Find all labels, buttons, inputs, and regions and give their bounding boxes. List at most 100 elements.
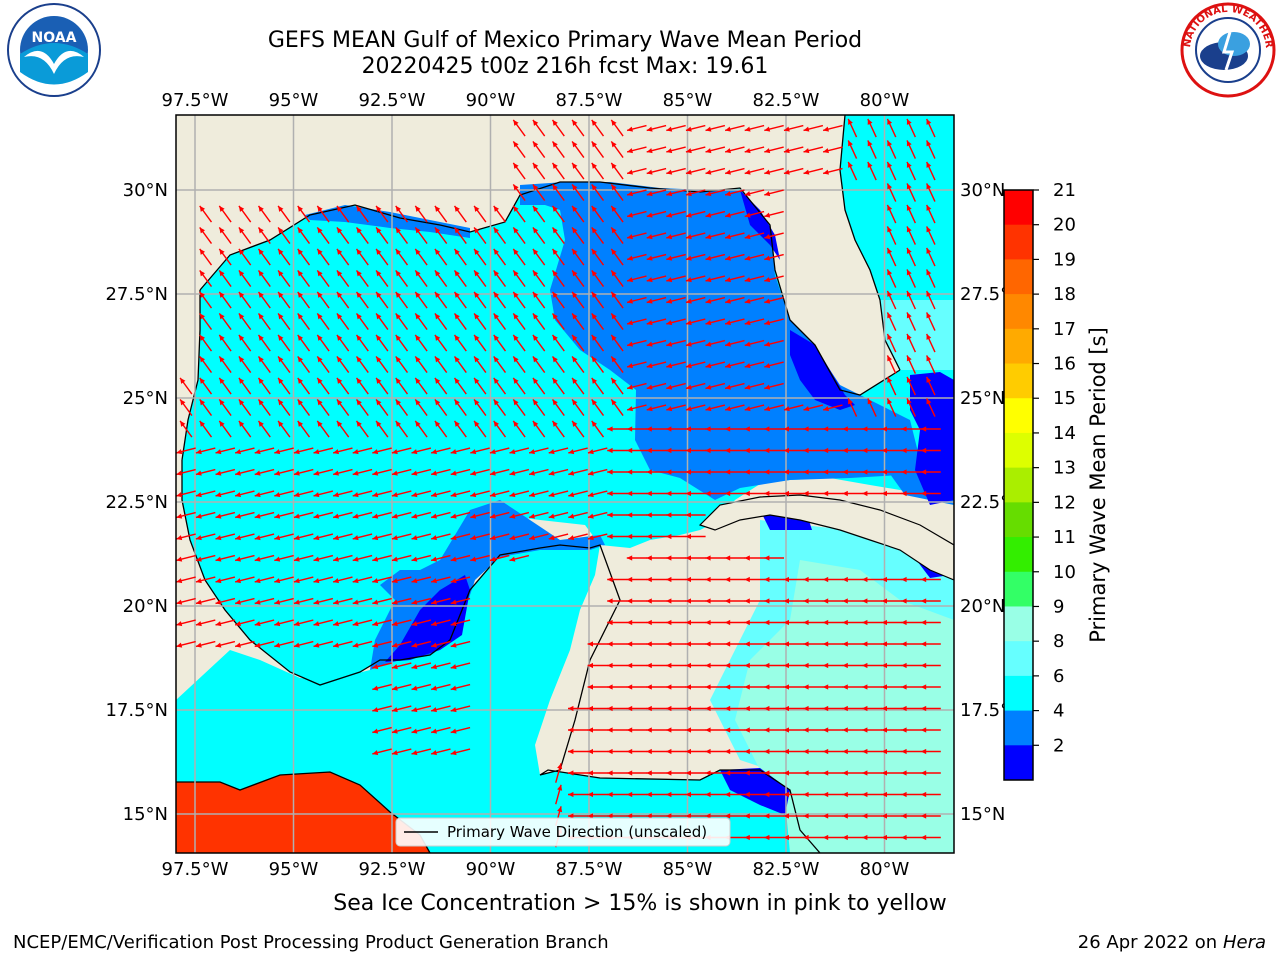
wave-arrow-head xyxy=(258,205,264,212)
wave-arrow-head xyxy=(297,270,304,277)
wave-arrow-head xyxy=(199,205,206,212)
wave-arrow-head xyxy=(317,399,323,406)
honduras-2-4 xyxy=(720,768,790,815)
wave-arrow-head xyxy=(607,705,613,712)
wave-arrow-head xyxy=(493,334,500,341)
wave-arrow-head xyxy=(744,212,751,218)
wave-arrow-head xyxy=(646,684,652,690)
wave-arrow-head xyxy=(666,212,673,218)
wave-arrow-head xyxy=(493,270,500,277)
wave-arrow-head xyxy=(431,492,437,498)
wave-arrow-head xyxy=(372,556,379,562)
longitude-tick-top: 95°W xyxy=(269,90,319,111)
wave-arrow-head xyxy=(901,834,907,841)
wave-arrow-head xyxy=(666,684,672,690)
wave-arrow-head xyxy=(395,270,402,277)
colorbar-segment xyxy=(1004,259,1033,295)
wave-arrow-head xyxy=(470,470,477,476)
wave-arrow-head xyxy=(293,492,300,498)
wave-arrow-head xyxy=(568,748,574,755)
wave-arrow-head xyxy=(552,227,558,234)
wave-arrow-head xyxy=(646,191,653,197)
wave-arrow-head xyxy=(705,791,711,798)
wave-arrow-head xyxy=(881,684,888,690)
colorbar-tick-label: 18 xyxy=(1053,284,1076,305)
wave-arrow-head xyxy=(587,727,594,733)
wave-arrow-head xyxy=(646,447,652,454)
wave-arrow-head xyxy=(219,291,225,298)
wave-arrow-head xyxy=(391,556,398,562)
wave-arrow-head xyxy=(725,191,731,197)
wave-arrow-head xyxy=(431,664,437,670)
wave-arrow-head xyxy=(215,449,222,455)
latitude-tick-left: 27.5°N xyxy=(105,284,168,305)
colorbar-segment xyxy=(1004,502,1033,538)
wave-arrow-head xyxy=(591,420,598,427)
wave-arrow-head xyxy=(724,490,731,497)
wave-arrow-head xyxy=(666,277,673,283)
wave-arrow-head xyxy=(881,791,888,798)
wave-arrow-head xyxy=(434,291,441,298)
wave-arrow-head xyxy=(372,642,379,648)
wave-arrow-head xyxy=(395,313,402,320)
wave-arrow-head xyxy=(611,399,617,406)
wave-arrow-head xyxy=(474,399,480,406)
wave-arrow-head xyxy=(646,533,652,540)
wave-arrow-head xyxy=(627,191,633,197)
wave-arrow-head xyxy=(587,748,594,755)
wave-arrow-head xyxy=(434,420,441,427)
wave-arrow-head xyxy=(235,642,241,648)
wave-arrow-head xyxy=(901,641,907,647)
wave-arrow-head xyxy=(744,191,751,197)
wave-arrow-head xyxy=(685,234,692,240)
wave-arrow-head xyxy=(607,490,613,497)
wave-arrow-head xyxy=(391,728,398,734)
wave-arrow-head xyxy=(587,513,594,519)
wave-arrow-head xyxy=(238,399,245,406)
wave-arrow-head xyxy=(278,313,284,320)
wave-arrow-head xyxy=(274,470,281,476)
wave-arrow-head xyxy=(195,535,202,541)
wave-arrow-head xyxy=(474,420,480,427)
wave-arrow-head xyxy=(238,334,245,341)
wave-arrow-head xyxy=(258,313,264,320)
wave-arrow-head xyxy=(434,205,441,212)
wave-arrow-head xyxy=(926,247,932,254)
wave-arrow-head xyxy=(822,705,829,712)
wave-arrow-head xyxy=(764,684,770,690)
wave-arrow-head xyxy=(313,535,320,541)
wave-arrow-head xyxy=(803,684,809,690)
wave-arrow-head xyxy=(744,320,751,326)
wave-arrow-head xyxy=(215,621,222,627)
wave-arrow-head xyxy=(626,641,633,647)
wave-arrow-head xyxy=(926,312,932,319)
wave-arrow-head xyxy=(685,684,692,690)
wave-arrow-head xyxy=(587,535,594,541)
wave-arrow-head xyxy=(219,356,225,363)
wave-arrow-head xyxy=(744,490,750,497)
wave-arrow-head xyxy=(862,426,868,432)
wave-arrow-head xyxy=(317,291,323,298)
wave-arrow-head xyxy=(297,356,304,363)
wave-arrow-head xyxy=(803,490,809,497)
wave-arrow-head xyxy=(764,662,770,669)
wave-arrow-head xyxy=(258,399,264,406)
longitude-tick-top: 97.5°W xyxy=(162,90,229,111)
wave-arrow-head xyxy=(532,227,539,234)
wave-arrow-head xyxy=(278,270,284,277)
latitude-tick-left: 17.5°N xyxy=(105,700,168,721)
wave-arrow-head xyxy=(376,420,382,427)
wave-arrow-head xyxy=(724,770,731,776)
wave-arrow-head xyxy=(607,791,613,798)
wave-arrow-head xyxy=(764,126,771,132)
wave-arrow-head xyxy=(862,748,868,755)
wave-arrow-head xyxy=(783,748,790,755)
wave-arrow-head xyxy=(607,813,613,819)
wave-arrow-head xyxy=(317,227,323,234)
wave-arrow-head xyxy=(725,148,731,154)
wave-arrow-head xyxy=(513,162,519,169)
wave-arrow-head xyxy=(607,727,613,733)
wave-arrow-head xyxy=(372,707,379,713)
wave-arrow-head xyxy=(568,705,574,712)
colorbar-segment xyxy=(1004,363,1033,399)
